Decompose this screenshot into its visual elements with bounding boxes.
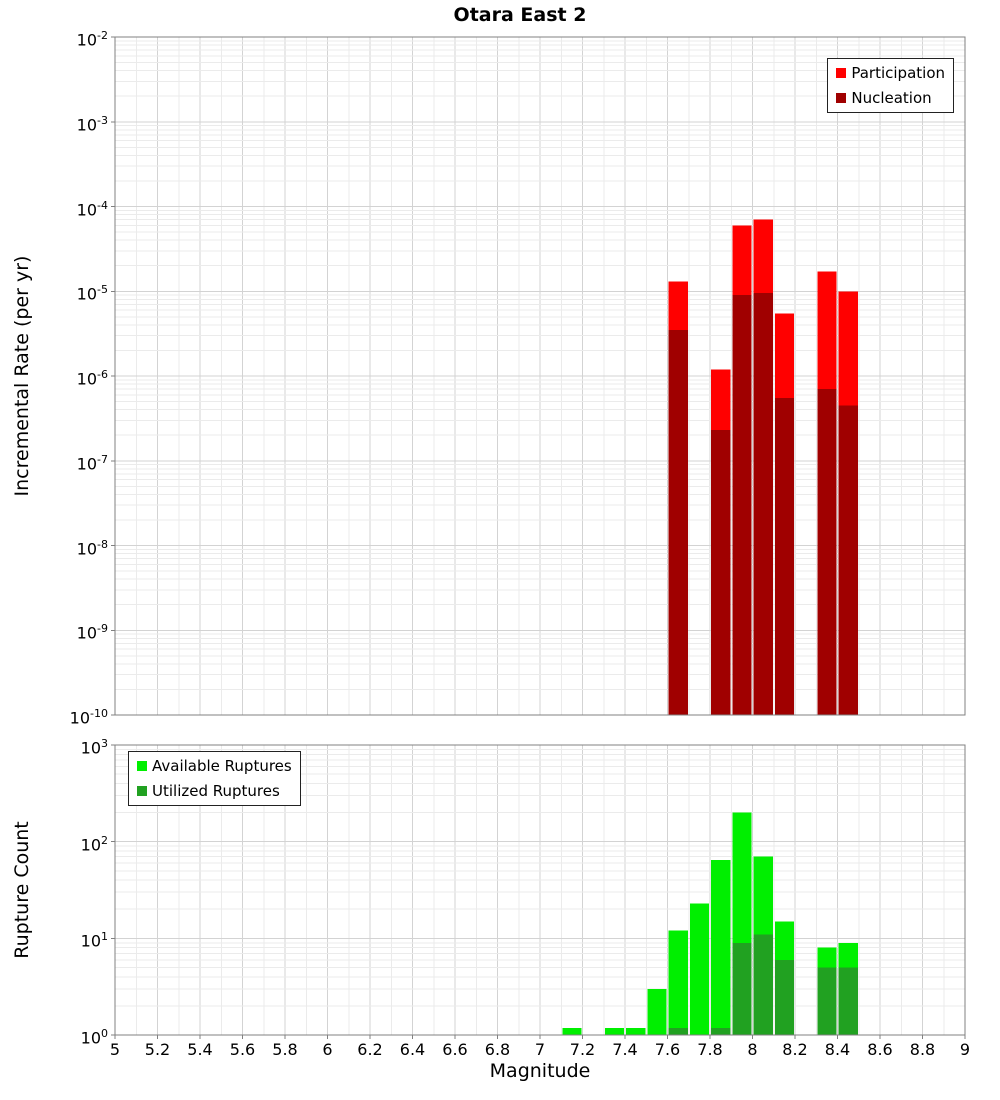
participation-swatch	[836, 68, 847, 78]
available-ruptures-bar	[604, 1028, 624, 1035]
nucleation-bar	[753, 293, 773, 715]
utilized-ruptures-bar	[732, 942, 752, 1035]
legend-label-participation: Participation	[851, 64, 945, 82]
rate-legend: Participation Nucleation	[827, 58, 954, 113]
utilized-ruptures-bar	[753, 934, 773, 1035]
chart-title: Otara East 2	[453, 4, 587, 26]
legend-entry-nucleation: Nucleation	[836, 89, 945, 107]
bottom-y-axis-label: Rupture Count	[11, 821, 33, 959]
utilized-ruptures-swatch	[137, 786, 147, 796]
legend-label-nucleation: Nucleation	[851, 89, 932, 107]
legend-label-utilized-ruptures: Utilized Ruptures	[152, 782, 280, 800]
legend-entry-participation: Participation	[836, 64, 945, 82]
rupture-legend: Available Ruptures Utilized Ruptures	[128, 751, 301, 806]
legend-entry-utilized-ruptures: Utilized Ruptures	[137, 782, 292, 800]
available-ruptures-bar	[711, 859, 731, 1035]
nucleation-bar	[711, 430, 731, 715]
legend-entry-available-ruptures: Available Ruptures	[137, 757, 292, 775]
utilized-ruptures-bar	[668, 1028, 688, 1035]
nucleation-swatch	[836, 93, 847, 103]
utilized-ruptures-bar	[711, 1028, 731, 1035]
x-axis-label: Magnitude	[489, 1060, 591, 1082]
utilized-ruptures-bar	[817, 967, 837, 1035]
legend-label-available-ruptures: Available Ruptures	[152, 757, 292, 775]
nucleation-bar	[732, 295, 752, 715]
available-ruptures-bar	[689, 903, 709, 1035]
available-ruptures-bar	[626, 1028, 646, 1035]
available-ruptures-swatch	[137, 761, 147, 771]
nucleation-bar	[774, 398, 794, 715]
nucleation-bar	[817, 389, 837, 715]
available-ruptures-bar	[647, 988, 667, 1035]
utilized-ruptures-bar	[838, 967, 858, 1035]
top-y-axis-label: Incremental Rate (per yr)	[11, 255, 33, 497]
nucleation-bar	[838, 405, 858, 715]
available-ruptures-bar	[562, 1028, 582, 1035]
nucleation-bar	[668, 329, 688, 715]
available-ruptures-bar	[668, 930, 688, 1035]
utilized-ruptures-bar	[774, 959, 794, 1035]
